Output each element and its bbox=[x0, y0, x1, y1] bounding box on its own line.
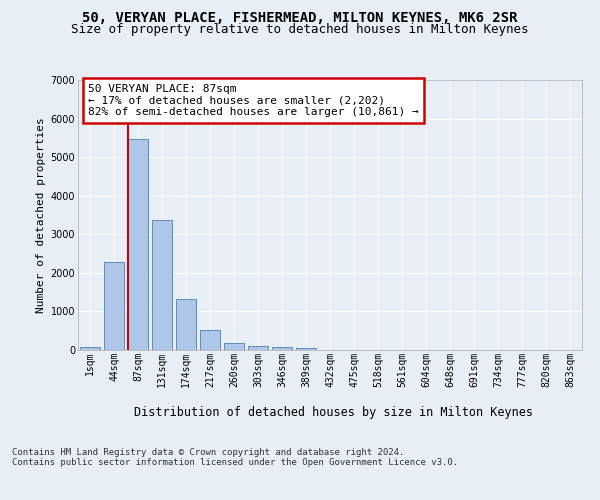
Text: Contains HM Land Registry data © Crown copyright and database right 2024.
Contai: Contains HM Land Registry data © Crown c… bbox=[12, 448, 458, 467]
Bar bbox=[224, 343, 244, 350]
Bar bbox=[176, 300, 196, 350]
Bar bbox=[80, 347, 100, 350]
Text: Distribution of detached houses by size in Milton Keynes: Distribution of detached houses by size … bbox=[134, 406, 533, 419]
Bar bbox=[200, 330, 220, 350]
Bar bbox=[104, 262, 124, 350]
Bar bbox=[272, 348, 292, 350]
Bar bbox=[128, 138, 148, 350]
Text: 50 VERYAN PLACE: 87sqm
← 17% of detached houses are smaller (2,202)
82% of semi-: 50 VERYAN PLACE: 87sqm ← 17% of detached… bbox=[88, 84, 419, 117]
Text: Size of property relative to detached houses in Milton Keynes: Size of property relative to detached ho… bbox=[71, 22, 529, 36]
Bar bbox=[152, 220, 172, 350]
Text: 50, VERYAN PLACE, FISHERMEAD, MILTON KEYNES, MK6 2SR: 50, VERYAN PLACE, FISHERMEAD, MILTON KEY… bbox=[82, 10, 518, 24]
Bar bbox=[248, 346, 268, 350]
Y-axis label: Number of detached properties: Number of detached properties bbox=[37, 117, 46, 313]
Bar bbox=[296, 348, 316, 350]
